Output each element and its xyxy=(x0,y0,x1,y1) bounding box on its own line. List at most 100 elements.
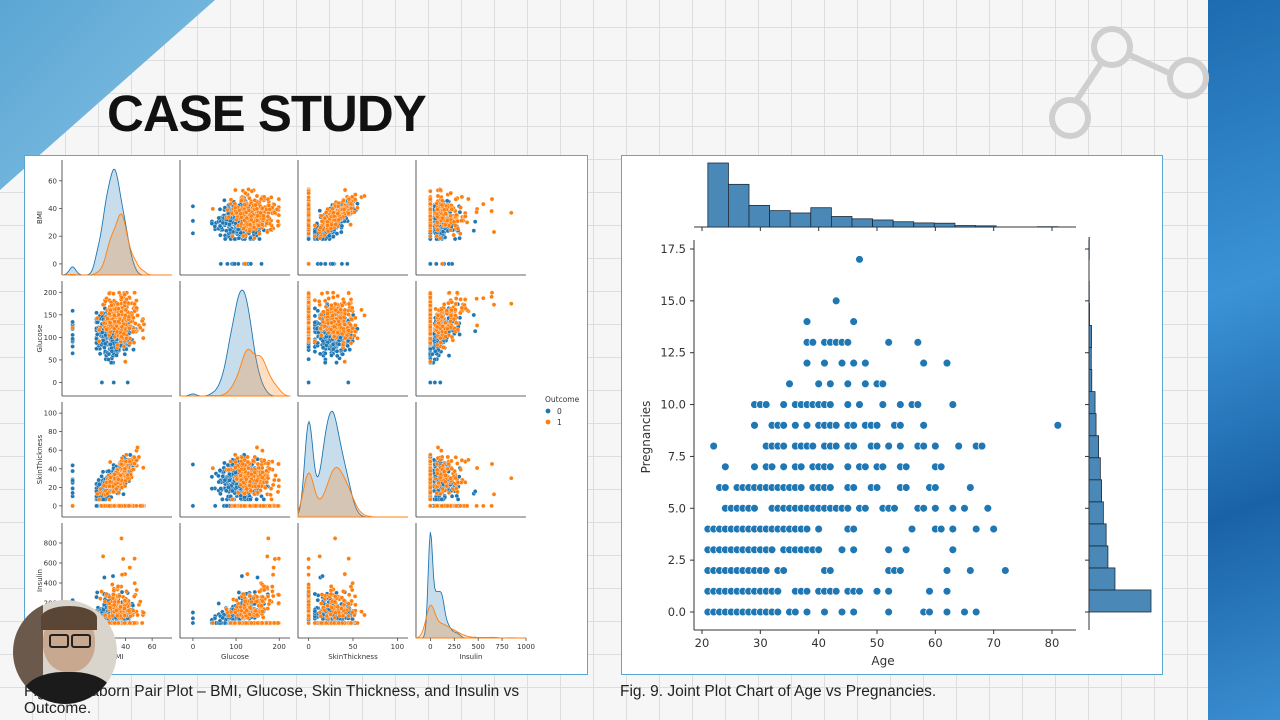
scatter-point-outcome-1 xyxy=(428,340,433,346)
scatter-point-outcome-1 xyxy=(441,302,447,307)
scatter-point-outcome-1 xyxy=(335,330,341,335)
scatter-point-outcome-1 xyxy=(276,196,282,202)
scatter-point-outcome-1 xyxy=(261,194,267,200)
scatter-point-outcome-0 xyxy=(428,346,433,352)
scatter-point-outcome-0 xyxy=(472,328,478,334)
scatter-point-outcome-1 xyxy=(489,290,495,295)
scatter-point-outcome-0 xyxy=(209,221,215,226)
scatter-point-outcome-1 xyxy=(306,218,311,223)
scatter-point-outcome-1 xyxy=(225,207,230,213)
scatter-point-outcome-1 xyxy=(445,218,450,223)
scatter-point-outcome-0 xyxy=(339,229,344,235)
scatter-point-outcome-1 xyxy=(101,320,107,326)
scatter-point-outcome-1 xyxy=(265,214,271,219)
scatter-point-outcome-1 xyxy=(474,209,479,215)
scatter-point-outcome-1 xyxy=(440,323,445,329)
scatter-point-outcome-1 xyxy=(330,290,336,295)
scatter-point-outcome-1 xyxy=(346,210,351,216)
scatter-point-outcome-0 xyxy=(70,319,75,325)
scatter-point-outcome-1 xyxy=(306,195,311,200)
scatter-point-outcome-1 xyxy=(249,217,254,223)
scatter-point-outcome-1 xyxy=(349,194,355,200)
scatter-point-outcome-1 xyxy=(355,205,360,211)
scatter-point-outcome-1 xyxy=(266,203,272,208)
scatter-point-outcome-0 xyxy=(70,463,75,468)
scatter-point-outcome-1 xyxy=(103,299,108,304)
scatter-point-outcome-1 xyxy=(428,359,433,364)
scatter-point-outcome-1 xyxy=(323,304,329,310)
scatter-point-outcome-1 xyxy=(342,335,348,341)
scatter-point-outcome-0 xyxy=(428,261,433,267)
scatter-point-outcome-1 xyxy=(438,187,443,193)
scatter-point-outcome-1 xyxy=(131,340,137,345)
scatter-point-outcome-0 xyxy=(471,312,477,318)
scatter-point-outcome-0 xyxy=(217,207,223,212)
pairplot-cell-SkinThickness-vs-BMI xyxy=(61,402,172,518)
scatter-point-outcome-1 xyxy=(341,207,347,212)
scatter-point-outcome-1 xyxy=(453,296,459,301)
pairplot-cell-BMI-vs-SkinThickness xyxy=(297,160,408,276)
y-tick-label: 0 xyxy=(53,379,57,387)
scatter-point-outcome-1 xyxy=(264,221,270,226)
scatter-point-outcome-1 xyxy=(312,298,318,303)
scatter-point-outcome-1 xyxy=(474,296,479,301)
scatter-point-outcome-1 xyxy=(462,297,468,302)
scatter-point-outcome-0 xyxy=(434,261,439,267)
scatter-point-outcome-0 xyxy=(312,313,318,319)
scatter-point-outcome-1 xyxy=(448,227,453,233)
scatter-point-outcome-0 xyxy=(224,228,229,233)
y-tick-label: 20 xyxy=(48,233,57,241)
scatter-point-outcome-1 xyxy=(439,202,445,208)
scatter-point-outcome-1 xyxy=(126,314,132,320)
scatter-point-outcome-1 xyxy=(104,327,109,332)
scatter-point-outcome-1 xyxy=(428,188,433,194)
scatter-point-outcome-0 xyxy=(70,344,75,349)
scatter-point-outcome-1 xyxy=(247,222,253,228)
scatter-point-outcome-1 xyxy=(448,313,454,318)
scatter-point-outcome-0 xyxy=(190,231,196,236)
scatter-point-outcome-0 xyxy=(338,335,343,340)
scatter-point-outcome-1 xyxy=(232,201,238,207)
scatter-point-outcome-1 xyxy=(329,303,334,308)
pairplot-cell-BMI-vs-Insulin xyxy=(415,160,526,276)
scatter-point-outcome-1 xyxy=(330,206,335,212)
y-axis-label-BMI: BMI xyxy=(36,211,44,224)
scatter-point-outcome-1 xyxy=(342,322,347,327)
scatter-point-outcome-1 xyxy=(322,298,328,304)
scatter-point-outcome-0 xyxy=(102,341,108,346)
scatter-point-outcome-1 xyxy=(445,326,450,332)
scatter-point-outcome-0 xyxy=(345,261,350,267)
scatter-point-outcome-1 xyxy=(312,223,318,228)
scatter-point-outcome-1 xyxy=(306,314,311,320)
scatter-point-outcome-1 xyxy=(458,297,463,302)
scatter-point-outcome-1 xyxy=(320,319,326,325)
scatter-point-outcome-0 xyxy=(216,215,222,221)
scatter-point-outcome-1 xyxy=(489,294,494,300)
scatter-point-outcome-1 xyxy=(247,195,252,201)
scatter-point-outcome-1 xyxy=(331,295,336,300)
scatter-point-outcome-1 xyxy=(127,326,132,331)
scatter-point-outcome-1 xyxy=(458,205,463,210)
scatter-point-outcome-1 xyxy=(342,307,348,313)
scatter-point-outcome-1 xyxy=(435,207,440,212)
scatter-point-outcome-0 xyxy=(100,469,106,475)
scatter-point-outcome-1 xyxy=(132,301,137,307)
scatter-point-outcome-1 xyxy=(439,198,445,203)
scatter-point-outcome-1 xyxy=(306,223,311,228)
scatter-point-outcome-1 xyxy=(325,223,330,228)
kde-curve-outcome-1 xyxy=(62,213,172,276)
scatter-point-outcome-1 xyxy=(123,359,128,364)
scatter-point-outcome-0 xyxy=(95,320,100,325)
scatter-point-outcome-0 xyxy=(471,228,477,233)
scatter-point-outcome-1 xyxy=(489,196,495,202)
scatter-point-outcome-1 xyxy=(346,301,352,307)
scatter-point-outcome-0 xyxy=(306,380,311,385)
scatter-point-outcome-1 xyxy=(230,234,235,239)
scatter-point-outcome-0 xyxy=(432,380,438,385)
scatter-point-outcome-1 xyxy=(439,261,445,267)
scatter-point-outcome-0 xyxy=(94,310,99,316)
scatter-point-outcome-1 xyxy=(436,320,441,326)
scatter-point-outcome-1 xyxy=(328,327,334,332)
scatter-point-outcome-1 xyxy=(107,320,113,326)
scatter-point-outcome-1 xyxy=(428,307,433,313)
